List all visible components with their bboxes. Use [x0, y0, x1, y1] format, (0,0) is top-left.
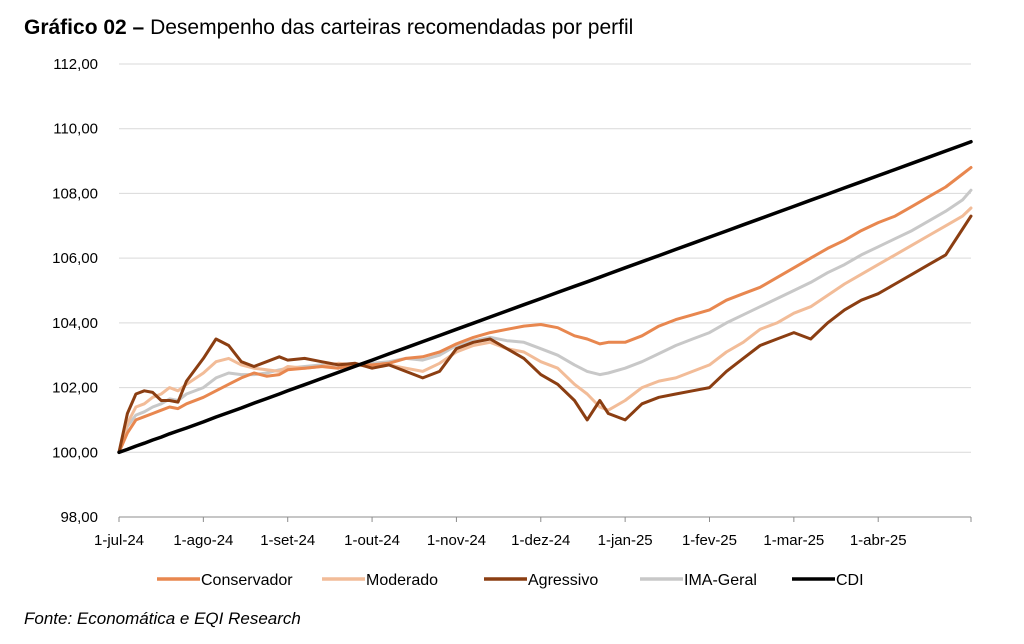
x-tick-label: 1-mar-25: [763, 532, 824, 549]
legend-label: Agressivo: [528, 572, 598, 589]
series-line-cdi: [117, 139, 973, 455]
series-line-moderado: [117, 206, 973, 454]
chart-title-text: Desempenho das carteiras recomendadas po…: [144, 16, 634, 39]
x-tick-label: 1-ago-24: [173, 532, 233, 549]
series-lines: [117, 139, 973, 455]
chart-title: Gráfico 02 – Desempenho das carteiras re…: [24, 16, 633, 40]
legend-label: CDI: [836, 572, 864, 589]
y-tick-label: 112,00: [53, 56, 98, 73]
source-note: Fonte: Economática e EQI Research: [24, 609, 301, 628]
x-tick-label: 1-dez-24: [511, 532, 570, 549]
x-tick-label: 1-out-24: [344, 532, 400, 549]
chart-title-bold: Gráfico 02 –: [24, 16, 145, 39]
y-tick-label: 100,00: [52, 444, 98, 461]
y-axis-ticks: 98,00 100,00 102,00 104,00 106,00 108,00 110,0…: [52, 56, 98, 526]
series-line-conservador: [117, 166, 973, 454]
y-tick-label: 106,00: [52, 250, 98, 267]
x-axis-ticks: 1-jul-24 1-ago-24 1-set-24 1-out-24 1-nov-24…: [94, 517, 972, 549]
x-tick-label: 1-fev-25: [682, 532, 737, 549]
series-line-imageral: [117, 188, 973, 454]
series-line-agressivo: [117, 214, 973, 454]
x-tick-label: 1-set-24: [260, 532, 315, 549]
x-tick-label: 1-jul-24: [94, 532, 144, 549]
line-chart: 98,00 100,00 102,00 104,00 106,00 108,00 110,0…: [52, 56, 973, 589]
y-tick-label: 110,00: [53, 121, 98, 138]
legend-label: Conservador: [201, 572, 293, 589]
y-tick-label: 102,00: [52, 380, 98, 397]
x-tick-label: 1-abr-25: [850, 532, 907, 549]
grid-lines: [119, 63, 971, 453]
legend-label: Moderado: [366, 572, 438, 589]
y-tick-label: 98,00: [60, 509, 98, 526]
y-tick-label: 108,00: [52, 185, 98, 202]
legend-label: IMA-Geral: [684, 572, 757, 589]
y-tick-label: 104,00: [52, 315, 98, 332]
x-tick-label: 1-nov-24: [427, 532, 486, 549]
x-tick-label: 1-jan-25: [598, 532, 653, 549]
legend: Conservador Moderado Agressivo IMA-Geral CDI: [157, 572, 864, 589]
